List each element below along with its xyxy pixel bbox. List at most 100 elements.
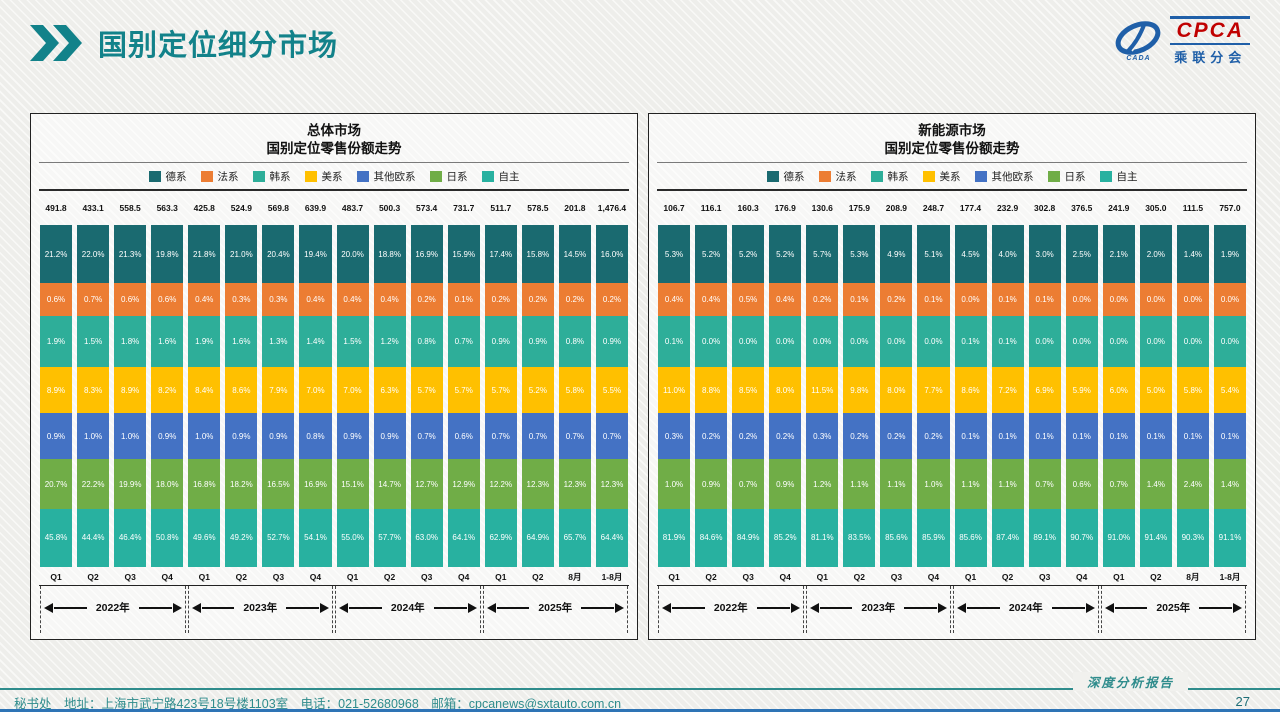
bar-10: 18.8% 0.4% 1.2% 6.3% 0.9% 14.7% 57.7% (373, 225, 406, 567)
segment-value-label: 16.0% (600, 249, 624, 259)
total-label: 731.7 (453, 203, 475, 214)
segment-usa: 5.7% (484, 366, 517, 414)
segment-value-label: 18.2% (230, 479, 253, 489)
bar-14: 2.0% 0.0% 0.0% 5.0% 0.1% 1.4% 91.4% (1139, 225, 1172, 567)
legend-item-usa: 美系 (922, 169, 961, 184)
segment-value-label: 5.3% (664, 249, 684, 259)
total-label: 578.5 (527, 203, 549, 214)
segment-value-label: 0.9% (158, 431, 177, 441)
segment-value-label: 12.3% (600, 479, 624, 489)
segment-domestic: 85.6% (880, 508, 913, 567)
segment-japan: 1.4% (1139, 459, 1172, 509)
total-label: 376.5 (1071, 203, 1093, 214)
segment-germany: 14.5% (558, 225, 591, 284)
segment-value-label: 0.8% (565, 336, 585, 346)
segment-france: 0.2% (484, 283, 517, 316)
legend-label: 德系 (783, 170, 805, 183)
segment-value-label: 0.9% (701, 479, 721, 489)
x-tick-label: Q2 (1001, 572, 1014, 582)
year-axis-line (756, 606, 790, 609)
segment-korea: 0.8% (410, 315, 443, 367)
year-group: 2025年 (1100, 586, 1246, 633)
segment-value-label: 85.6% (885, 533, 908, 543)
segment-value-label: 0.1% (454, 294, 473, 304)
segment-korea: 0.0% (1176, 315, 1209, 367)
segment-domestic: 55.0% (336, 508, 369, 567)
segment-other-europe: 0.9% (151, 413, 184, 460)
segment-value-label: 8.0% (776, 385, 795, 395)
total-label: 208.9 (885, 203, 908, 214)
total-label: 130.6 (811, 203, 833, 214)
segment-korea: 0.0% (843, 315, 876, 367)
bar-2: 22.0% 0.7% 1.5% 8.3% 1.0% 22.2% 44.4% (77, 225, 110, 567)
year-axis-line (496, 606, 530, 609)
total-label: 573.4 (416, 203, 438, 214)
total-label: 639.9 (304, 203, 327, 214)
segment-value-label: 16.9% (304, 479, 327, 489)
segment-domestic: 52.7% (262, 508, 295, 567)
segment-value-label: 21.0% (230, 249, 253, 259)
year-axis-line (904, 606, 938, 609)
segment-value-label: 0.2% (924, 431, 943, 441)
year-axis-band: 2022年 2023年 2024年 2025年 (39, 585, 629, 633)
segment-germany: 20.4% (262, 225, 295, 284)
segment-usa: 6.0% (1102, 366, 1135, 414)
segment-korea: 1.6% (151, 315, 184, 367)
segment-domestic: 84.9% (732, 508, 765, 567)
legend-item-korea: 韩系 (252, 169, 291, 184)
bar-6: 5.3% 0.1% 0.0% 9.8% 0.2% 1.1% 83.5% (843, 225, 876, 567)
segment-usa: 8.6% (225, 366, 258, 414)
chart-title-line1: 总体市场 (307, 123, 361, 138)
segment-value-label: 8.4% (195, 385, 214, 395)
segment-france: 0.3% (262, 283, 295, 316)
segment-france: 0.4% (658, 283, 691, 316)
segment-usa: 5.4% (1213, 366, 1246, 414)
segment-value-label: 1.4% (306, 336, 325, 346)
year-axis-line (1199, 606, 1233, 609)
segment-other-europe: 0.2% (769, 413, 802, 460)
chart-legend: 德系 法系 韩系 美系 其他欧系 日系 自主 (39, 163, 629, 189)
segment-korea: 0.1% (991, 315, 1024, 367)
segment-france: 0.4% (769, 283, 802, 316)
legend-swatch-icon (252, 170, 265, 182)
legend-label: 日系 (1064, 170, 1086, 183)
segment-value-label: 81.1% (810, 533, 834, 543)
bar-16: 1.9% 0.0% 0.0% 5.4% 0.1% 1.4% 91.1% (1213, 225, 1246, 567)
legend-swatch-icon (304, 170, 317, 182)
segment-value-label: 91.0% (1107, 533, 1131, 543)
segment-value-label: 83.5% (848, 533, 871, 543)
total-label: 232.9 (996, 203, 1019, 214)
totals-row: 491.8 433.1 558.5 563.3 425.8 524.9 569.8 639.9… (39, 191, 629, 225)
segment-value-label: 0.9% (491, 336, 510, 346)
segment-value-label: 1.0% (195, 431, 214, 441)
segment-japan: 2.4% (1176, 459, 1209, 509)
segment-value-label: 0.4% (776, 294, 795, 304)
segment-usa: 8.5% (732, 366, 765, 414)
segment-value-label: 0.3% (232, 294, 251, 304)
legend-label: 法系 (217, 170, 239, 183)
segment-domestic: 81.1% (806, 508, 839, 567)
arrow-right-icon (172, 602, 182, 613)
legend-item-germany: 德系 (148, 169, 187, 184)
segment-value-label: 22.2% (81, 479, 105, 489)
segment-france: 0.2% (806, 283, 839, 316)
segment-germany: 21.3% (114, 225, 147, 284)
segment-value-label: 91.4% (1144, 533, 1168, 543)
segment-korea: 0.8% (558, 315, 591, 367)
segment-value-label: 1.4% (1183, 249, 1203, 259)
segment-value-label: 20.7% (44, 479, 68, 489)
segment-usa: 8.6% (954, 366, 987, 414)
segment-france: 0.2% (880, 283, 913, 316)
bar-4: 19.8% 0.6% 1.6% 8.2% 0.9% 18.0% 50.8% (151, 225, 184, 567)
segment-value-label: 64.9% (526, 533, 550, 543)
segment-value-label: 12.3% (526, 479, 550, 489)
segment-domestic: 81.9% (658, 508, 691, 567)
segment-value-label: 0.1% (998, 294, 1017, 304)
segment-france: 0.6% (114, 283, 147, 316)
total-label: 111.5 (1182, 203, 1204, 214)
segment-germany: 19.8% (151, 225, 184, 284)
segment-value-label: 5.7% (491, 385, 510, 395)
x-tick-label: Q3 (420, 572, 433, 582)
year-label: 2025年 (538, 602, 573, 614)
segment-france: 0.2% (521, 283, 554, 316)
